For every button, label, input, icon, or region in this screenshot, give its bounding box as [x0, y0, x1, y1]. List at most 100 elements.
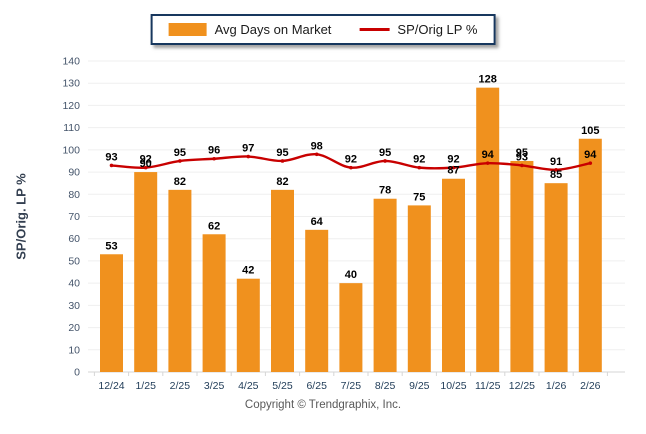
bar — [134, 172, 158, 372]
x-tick-label: 7/25 — [341, 380, 362, 392]
y-tick-label: 100 — [62, 144, 80, 156]
x-tick-label: 5/25 — [272, 380, 293, 392]
bar — [544, 183, 568, 372]
y-axis-title: SP/Orig. LP % — [13, 173, 29, 260]
x-tick-label: 4/25 — [238, 380, 259, 392]
y-tick-label: 140 — [62, 56, 80, 68]
line-value-label: 95 — [276, 147, 288, 159]
bar — [510, 160, 534, 372]
bar — [271, 189, 294, 372]
bar-value-label: 75 — [413, 191, 425, 203]
line-marker — [383, 159, 387, 163]
line-marker — [520, 163, 524, 168]
line-marker — [417, 165, 422, 170]
bar — [339, 283, 363, 372]
bar-value-label: 85 — [550, 169, 562, 181]
line-value-label: 93 — [105, 151, 117, 163]
legend-item-avg-days: Avg Days on Market — [168, 22, 332, 37]
bar-swatch-icon — [168, 23, 207, 36]
x-tick-label: 1/26 — [546, 380, 567, 392]
x-tick-label: 8/25 — [375, 380, 396, 392]
line-value-label: 93 — [516, 151, 528, 163]
x-tick-label: 12/24 — [98, 380, 124, 392]
y-tick-label: 30 — [68, 300, 80, 312]
bar-value-label: 42 — [242, 265, 254, 277]
line-marker — [246, 154, 251, 159]
bar-value-label: 105 — [581, 125, 599, 137]
y-tick-label: 120 — [62, 100, 80, 112]
y-tick-label: 40 — [68, 278, 80, 290]
line-swatch-icon — [359, 28, 390, 31]
legend-label-avg-days: Avg Days on Market — [214, 22, 332, 37]
line-value-label: 92 — [413, 154, 425, 166]
y-tick-label: 60 — [68, 233, 80, 245]
bar — [168, 189, 192, 372]
bar-value-label: 62 — [208, 220, 220, 232]
line-marker — [485, 161, 490, 165]
bar-value-label: 82 — [276, 176, 288, 188]
x-tick-label: 3/25 — [204, 380, 225, 392]
bar-value-label: 87 — [447, 165, 459, 177]
line-marker — [349, 165, 353, 170]
line-value-label: 92 — [345, 154, 357, 166]
line-value-label: 95 — [174, 147, 186, 159]
bar-value-label: 53 — [105, 240, 117, 252]
bar-value-label: 64 — [311, 216, 324, 228]
line-marker — [451, 165, 456, 170]
y-tick-label: 10 — [68, 344, 80, 356]
bar — [476, 87, 500, 373]
bar — [202, 234, 226, 372]
y-tick-label: 110 — [63, 122, 80, 134]
x-tick-label: 11/25 — [475, 380, 501, 392]
line-marker — [314, 152, 319, 157]
line-value-label: 92 — [447, 154, 459, 166]
line-value-label: 92 — [140, 154, 152, 166]
legend-item-sp-orig-lp: SP/Orig LP % — [359, 22, 477, 37]
x-tick-label: 1/25 — [135, 380, 156, 392]
y-tick-label: 130 — [62, 78, 80, 90]
line-marker — [178, 159, 182, 163]
legend: Avg Days on Market SP/Orig LP % — [150, 14, 496, 45]
line-value-label: 96 — [208, 145, 220, 157]
y-tick-label: 0 — [74, 367, 80, 379]
line-value-label: 95 — [379, 147, 391, 159]
line-marker — [554, 168, 558, 172]
line-value-label: 94 — [584, 149, 597, 161]
bar-value-label: 78 — [379, 185, 391, 197]
bar — [236, 278, 260, 372]
x-tick-label: 12/25 — [509, 380, 535, 392]
bar-value-label: 90 — [140, 158, 152, 170]
y-tick-label: 20 — [68, 322, 80, 334]
x-tick-label: 6/25 — [306, 380, 327, 392]
bar — [578, 138, 602, 372]
x-tick-label: 2/25 — [170, 380, 191, 392]
x-tick-label: 2/26 — [580, 380, 601, 392]
legend-label-sp-orig-lp: SP/Orig LP % — [397, 22, 478, 37]
bar — [373, 198, 397, 372]
bar — [100, 254, 123, 372]
bar-value-label: 95 — [516, 147, 528, 159]
line-marker — [212, 156, 216, 161]
line-marker — [143, 165, 148, 170]
x-tick-label: 9/25 — [409, 380, 430, 392]
line-marker — [280, 159, 285, 163]
line-value-label: 94 — [482, 149, 495, 161]
bar-value-label: 128 — [479, 74, 497, 86]
bar — [305, 229, 329, 372]
copyright-text: Copyright © Trendgraphix, Inc. — [244, 399, 402, 411]
line-value-label: 98 — [311, 140, 323, 152]
line-value-label: 97 — [242, 143, 254, 155]
y-tick-label: 70 — [68, 211, 80, 223]
bar-value-label: 82 — [174, 176, 186, 188]
y-tick-label: 80 — [68, 189, 80, 201]
bar — [407, 205, 431, 372]
bar — [442, 178, 465, 372]
bar-value-label: 40 — [345, 269, 357, 281]
line-value-label: 91 — [550, 156, 562, 168]
y-tick-label: 50 — [68, 255, 80, 267]
x-tick-label: 10/25 — [440, 380, 466, 392]
y-tick-label: 90 — [68, 167, 80, 179]
line-marker — [109, 163, 114, 168]
